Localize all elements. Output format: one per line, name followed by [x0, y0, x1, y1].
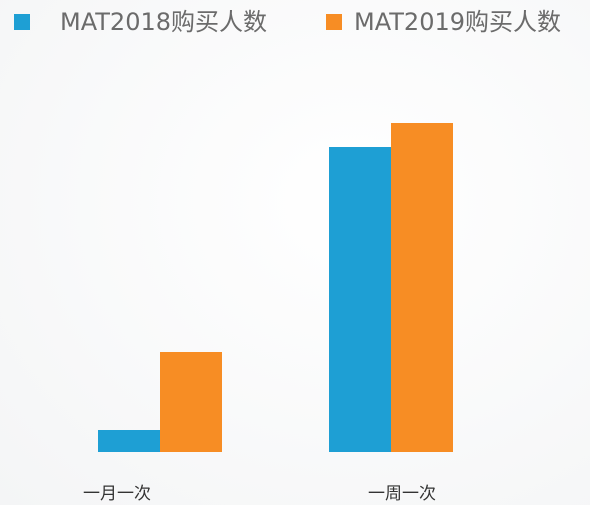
legend-swatch	[326, 14, 342, 30]
legend-swatch	[14, 14, 30, 30]
legend-label: MAT2018购买人数	[60, 8, 267, 36]
x-tick-label: 一周一次	[368, 484, 436, 504]
bar	[391, 123, 453, 452]
legend-label: MAT2019购买人数	[354, 8, 561, 36]
bar	[98, 430, 160, 452]
bar	[329, 147, 391, 452]
x-tick-label: 一月一次	[83, 484, 151, 504]
bar	[160, 352, 222, 452]
